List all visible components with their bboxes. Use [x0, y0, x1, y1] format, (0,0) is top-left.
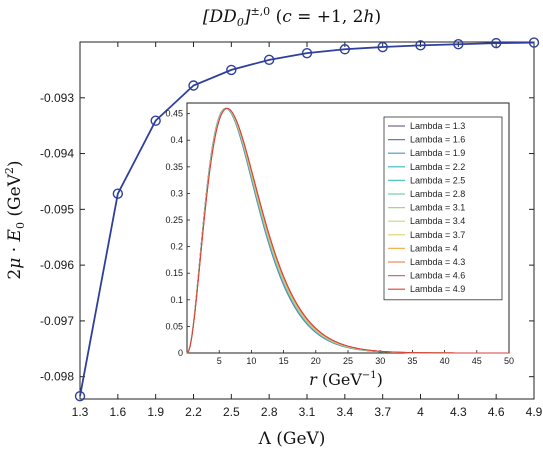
inset-x-tick-label: 5 [217, 356, 222, 366]
inset-x-tick-label: 10 [246, 356, 256, 366]
legend-label: Lambda = 1.6 [410, 135, 465, 145]
y-tick-label: -0.094 [40, 147, 74, 161]
data-point-marker [415, 40, 426, 51]
series-line [79, 41, 535, 397]
inset-y-tick-label: 0.35 [165, 162, 183, 172]
inset-x-tick-label: 50 [504, 356, 514, 366]
x-tick-label: 1.6 [109, 405, 126, 419]
x-tick-label: 2.5 [223, 405, 240, 419]
inset-x-axis-label: r (GeV−1) [309, 370, 383, 389]
inset-legend: Lambda = 1.3 Lambda = 1.6 Lambda = 1.9 Lamb… [383, 116, 503, 301]
x-tick-label: 4 [417, 405, 424, 419]
inset-y-tick-label: 0.2 [170, 242, 183, 252]
x-tick-label: 2.2 [185, 405, 202, 419]
legend-label: Lambda = 4.3 [410, 257, 465, 267]
y-tick-label: -0.098 [40, 370, 74, 384]
inset-x-tick-label: 35 [407, 356, 417, 366]
legend-label: Lambda = 4.6 [410, 271, 465, 281]
data-point-marker [453, 39, 464, 50]
legend-label: Lambda = 3.1 [410, 203, 465, 213]
inset-series [186, 107, 510, 354]
legend-label: Lambda = 2.8 [410, 189, 465, 199]
x-tick-label: 1.9 [147, 405, 164, 419]
x-tick-label: 1.3 [72, 405, 89, 419]
x-tick-label: 4.6 [488, 405, 505, 419]
inset-y-tick-label: 0.4 [170, 135, 183, 145]
inset-x-tick-label: 30 [375, 356, 385, 366]
legend-label: Lambda = 4.9 [410, 284, 465, 294]
inset-x-tick-label: 25 [343, 356, 353, 366]
data-point-marker [528, 37, 540, 48]
main-axis-ticks: 1.3 1.6 1.9 2.2 2.5 2.8 3.1 3.4 3.7 4 4.3 4.6 4.9 -0.… [40, 42, 543, 419]
legend-label: Lambda = 2.2 [410, 162, 465, 172]
inset-y-tick-label: 0.05 [165, 321, 183, 331]
data-point-marker [226, 64, 237, 76]
x-tick-label: 4.9 [526, 405, 543, 419]
inset-x-tick-label: 45 [472, 356, 482, 366]
inset-y-tick-label: 0 [178, 348, 183, 358]
inset-x-tick-label: 20 [311, 356, 321, 366]
inset-y-tick-label: 0.1 [170, 295, 183, 305]
x-tick-label: 3.7 [374, 405, 391, 419]
y-axis-label: 2μ · E0 (GeV2) [3, 160, 27, 279]
inset-x-tick-label: 40 [440, 356, 450, 366]
data-point-marker [301, 47, 313, 59]
inset-y-tick-label: 0.25 [165, 215, 183, 225]
data-point-marker [188, 80, 199, 91]
legend-label: Lambda = 3.7 [410, 230, 465, 240]
data-point-marker [339, 44, 351, 55]
data-point-marker [150, 115, 161, 126]
legend-label: Lambda = 1.3 [410, 121, 465, 131]
x-tick-label: 3.4 [336, 405, 353, 419]
legend-box [383, 116, 503, 301]
inset-y-tick-label: 0.15 [165, 268, 183, 278]
data-point-marker [490, 37, 502, 49]
x-tick-label: 3.1 [299, 405, 316, 419]
data-point-marker [74, 391, 86, 402]
legend-label: Lambda = 3.4 [410, 216, 465, 226]
inset-y-tick-label: 0.45 [165, 109, 183, 119]
y-tick-label: -0.093 [40, 91, 74, 105]
x-tick-label: 4.3 [450, 405, 467, 419]
x-tick-label: 2.8 [261, 405, 278, 419]
inset-axis-ticks: 5 10 15 20 25 30 35 40 45 50 0 0.05 0.1 0.15 0.2 0.25 0.… [165, 109, 514, 366]
legend-label: Lambda = 1.9 [410, 148, 465, 158]
data-point-marker [377, 41, 388, 53]
main-series [74, 37, 540, 402]
y-tick-label: -0.097 [40, 314, 74, 328]
legend-label: Lambda = 4 [410, 243, 458, 253]
inset-series-line [186, 107, 510, 354]
y-tick-label: -0.095 [40, 202, 74, 216]
y-tick-label: -0.096 [40, 258, 74, 272]
x-axis-label: Λ (GeV) [258, 429, 326, 449]
chart-title: [DD0]±,0 (c = +1, 2h) [203, 5, 381, 29]
data-point-marker [263, 54, 275, 66]
legend-label: Lambda = 2.5 [410, 175, 465, 185]
data-point-marker [112, 188, 124, 199]
inset-x-tick-label: 15 [279, 356, 289, 366]
inset-y-tick-label: 0.3 [170, 188, 183, 198]
